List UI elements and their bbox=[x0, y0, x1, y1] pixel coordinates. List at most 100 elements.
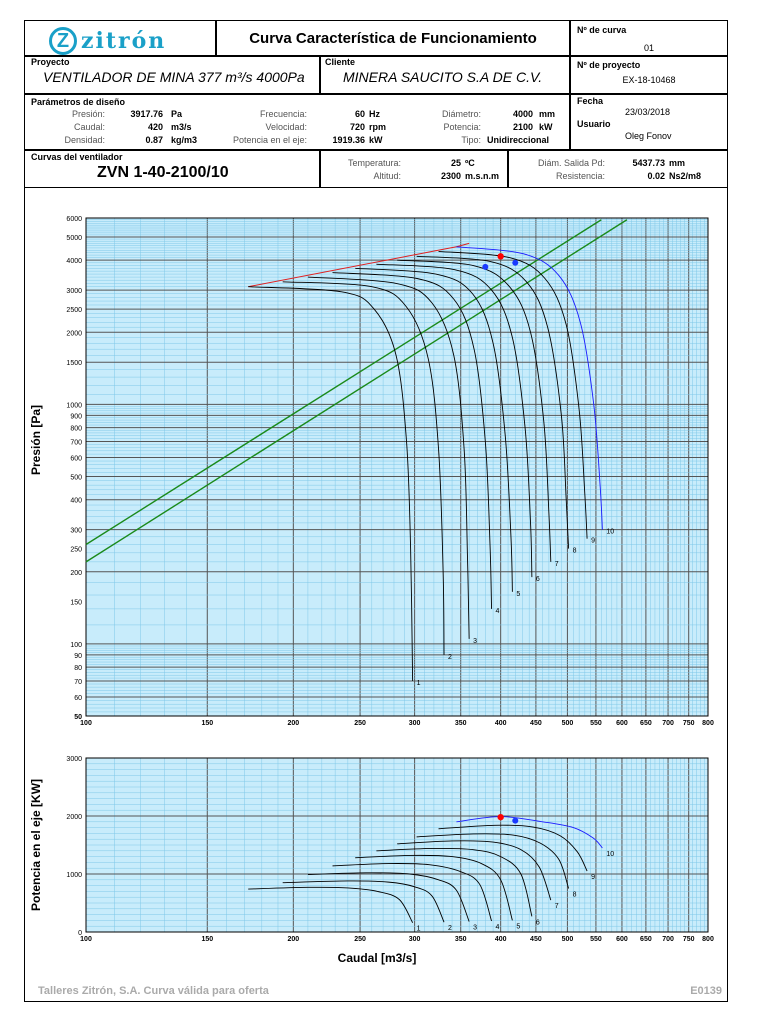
power-curve-7 bbox=[397, 840, 552, 901]
power-curve-label: 5 bbox=[516, 923, 520, 930]
date-value: 23/03/2018 bbox=[625, 107, 671, 117]
power-curve-label: 1 bbox=[417, 926, 421, 933]
fan-curve-label: 6 bbox=[536, 576, 540, 583]
x-tick-label: 800 bbox=[702, 936, 714, 943]
operating-point bbox=[512, 817, 519, 824]
y-tick-label: 800 bbox=[70, 426, 82, 433]
y-tick-label: 900 bbox=[70, 413, 82, 420]
power-curve-8 bbox=[416, 833, 570, 889]
header-block: Z zitrón Curva Característica de Funcion… bbox=[24, 20, 728, 188]
x-tick-label: 750 bbox=[683, 720, 695, 727]
potencia-eje-unit: kW bbox=[369, 135, 383, 145]
client-cell: Cliente MINERA SAUCITO S.A DE C.V. bbox=[320, 56, 570, 94]
x-tick-label: 400 bbox=[495, 936, 507, 943]
fan-curve-8 bbox=[416, 255, 570, 549]
footer-code: E0139 bbox=[690, 985, 722, 997]
temperatura-label: Temperatura: bbox=[347, 158, 401, 168]
x-tick-label: 800 bbox=[702, 720, 714, 727]
fan-curve-5 bbox=[355, 267, 513, 592]
caudal-axis-label: Caudal [m3/s] bbox=[338, 951, 417, 965]
y-tick-label: 3000 bbox=[66, 756, 82, 763]
x-tick-label: 250 bbox=[354, 936, 366, 943]
pressure-axis-label: Presión [Pa] bbox=[29, 405, 43, 475]
diametro-value: 4000 bbox=[512, 109, 533, 119]
power-curve-label: 2 bbox=[448, 925, 452, 932]
client-label: Cliente bbox=[325, 57, 356, 67]
env-cell: Temperatura: 25 ºC Altitud: 2300 m.s.n.m bbox=[320, 150, 508, 188]
densidad-value: 0.87 bbox=[145, 135, 163, 145]
pressure-chart: 100 150 200 250 300 350 400 450 500 550 600 650 700 7… bbox=[66, 216, 714, 727]
fan-curve-label: 5 bbox=[516, 591, 520, 598]
temperatura-value: 25 bbox=[450, 158, 461, 168]
fan-curve-4 bbox=[332, 272, 493, 609]
power-curve-label: 6 bbox=[536, 919, 540, 926]
densidad-label: Densidad: bbox=[64, 135, 105, 145]
x-tick-label: 500 bbox=[562, 936, 574, 943]
project-cell: Proyecto VENTILADOR DE MINA 377 m³/s 400… bbox=[24, 56, 320, 94]
zitron-logo-icon: Z bbox=[49, 27, 77, 55]
power-curve-label: 4 bbox=[496, 924, 500, 931]
altitud-label: Altitud: bbox=[373, 171, 401, 181]
x-tick-label: 350 bbox=[455, 720, 467, 727]
x-tick-label: 650 bbox=[640, 936, 652, 943]
diam-salida-label: Diám. Salida Pd: bbox=[537, 158, 605, 168]
fan-model: ZVN 1-40-2100/10 bbox=[97, 164, 229, 181]
fan-curve-label: 3 bbox=[473, 638, 477, 645]
x-tick-label: 600 bbox=[616, 936, 628, 943]
pressure-plot-frame bbox=[85, 217, 709, 717]
frecuencia-value: 60 bbox=[354, 109, 365, 119]
operating-point bbox=[512, 259, 519, 266]
y-tick-label: 200 bbox=[70, 570, 82, 577]
user-value: Oleg Fonov bbox=[625, 131, 672, 141]
diametro-unit: mm bbox=[539, 109, 556, 119]
x-tick-label: 550 bbox=[590, 936, 602, 943]
operating-point bbox=[482, 263, 489, 270]
project-no-cell: Nº de proyecto EX-18-10468 bbox=[570, 56, 728, 94]
diametro-label: Diámetro: bbox=[441, 109, 481, 119]
params-cell: Parámetros de diseño Presión: 3917.76 Pa… bbox=[24, 94, 570, 150]
project-value: VENTILADOR DE MINA 377 m³/s 4000Pa bbox=[43, 69, 305, 85]
x-tick-label: 350 bbox=[455, 936, 467, 943]
tipo-label: Tipo: bbox=[461, 135, 481, 145]
velocidad-label: Velocidad: bbox=[265, 122, 307, 132]
fan-curve-2 bbox=[282, 281, 445, 655]
x-tick-label: 150 bbox=[201, 720, 213, 727]
x-tick-label: 150 bbox=[201, 936, 213, 943]
client-value: MINERA SAUCITO S.A DE C.V. bbox=[343, 69, 543, 85]
y-tick-label: 100 bbox=[70, 642, 82, 649]
y-tick-label: 5000 bbox=[66, 235, 82, 242]
duty-point bbox=[497, 813, 504, 821]
potencia-eje-value: 1919.36 bbox=[332, 135, 365, 145]
diam-salida-value: 5437.73 bbox=[632, 158, 665, 168]
y-tick-label: 1000 bbox=[66, 402, 82, 409]
resistencia-value: 0.02 bbox=[647, 171, 665, 181]
y-tick-label: 0 bbox=[78, 930, 82, 937]
fan-curves-title: Curvas del ventilador bbox=[31, 152, 123, 162]
power-curve-label: 7 bbox=[555, 903, 559, 910]
power-plot-frame bbox=[85, 757, 709, 933]
y-tick-label: 600 bbox=[70, 456, 82, 463]
logo-cell: Z zitrón bbox=[24, 20, 216, 56]
x-tick-label: 450 bbox=[530, 720, 542, 727]
presion-label: Presión: bbox=[71, 109, 105, 119]
frecuencia-unit: Hz bbox=[369, 109, 380, 119]
curve-no-value: 01 bbox=[643, 43, 654, 53]
power-axis-label: Potencia en el eje [KW] bbox=[29, 779, 43, 911]
logo-text: zitrón bbox=[81, 28, 167, 54]
y-tick-label: 1000 bbox=[66, 872, 82, 879]
y-tick-label: 2500 bbox=[66, 307, 82, 314]
fan-curve-label: 8 bbox=[573, 548, 577, 555]
velocidad-unit: rpm bbox=[369, 122, 387, 132]
page-title: Curva Característica de Funcionamiento bbox=[249, 30, 537, 47]
power-curve-5 bbox=[355, 854, 513, 921]
fan-curve-label: 9 bbox=[591, 538, 595, 545]
power-curve-label: 3 bbox=[473, 925, 477, 932]
y-tick-label: 6000 bbox=[66, 216, 82, 223]
caudal-value: 420 bbox=[147, 122, 163, 132]
y-tick-label: 70 bbox=[74, 679, 82, 686]
y-tick-label: 90 bbox=[74, 653, 82, 660]
power-curve-9 bbox=[438, 824, 588, 872]
x-tick-label: 250 bbox=[354, 720, 366, 727]
altitud-value: 2300 bbox=[440, 171, 461, 181]
